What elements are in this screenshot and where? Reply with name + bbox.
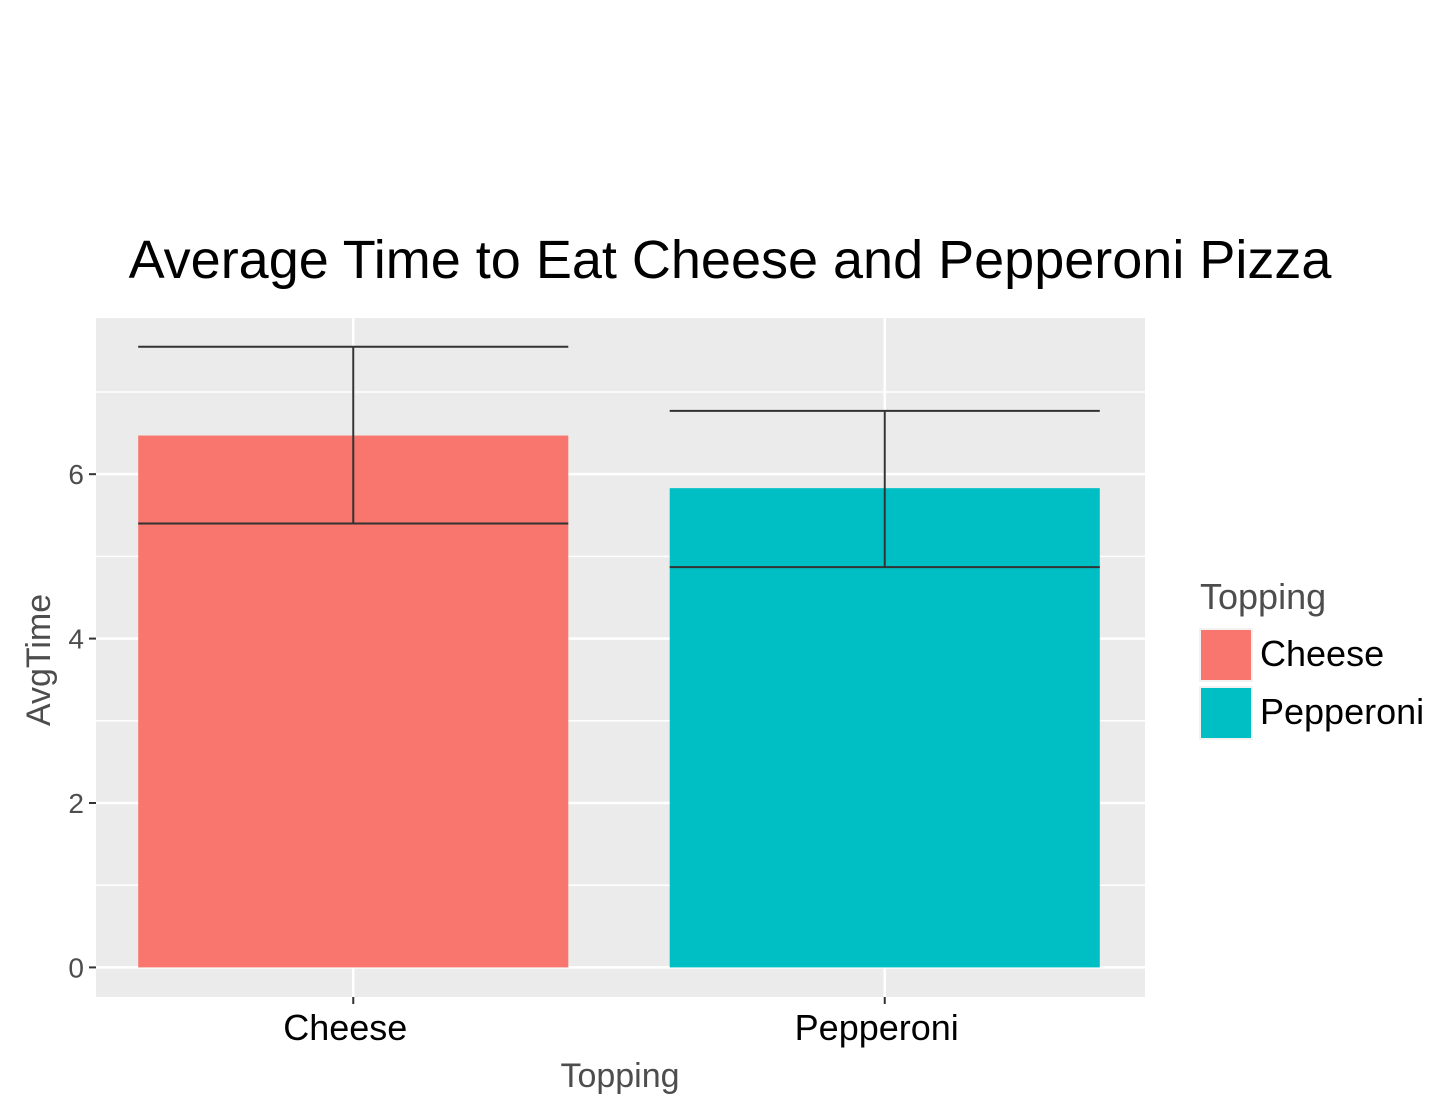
y-tick-label: 2 [68,788,84,819]
y-axis-title: AvgTime [20,594,58,726]
error-bar-pepperoni [669,409,1100,569]
legend-item-cheese: Cheese [1199,628,1384,682]
x-tick-label: Pepperoni [795,1007,959,1048]
legend-title: Topping [1200,576,1326,617]
x-axis: Cheese Pepperoni [283,997,959,1048]
x-axis-title: Topping [560,1057,679,1095]
y-tick-label: 4 [68,624,84,655]
y-axis: 0 2 4 6 [68,459,96,983]
x-tick-label: Cheese [283,1007,407,1048]
y-tick-label: 6 [68,459,84,490]
error-bar-cheese [138,345,569,525]
legend-item-pepperoni: Pepperoni [1199,686,1424,740]
legend-label: Pepperoni [1260,691,1424,732]
legend-swatch [1201,688,1251,738]
y-tick-label: 0 [68,952,84,983]
legend: Topping Cheese Pepperoni [1199,576,1424,740]
legend-label: Cheese [1260,633,1384,674]
chart-title: Average Time to Eat Cheese and Pepperoni… [129,230,1333,290]
error-bars-layer [138,345,1100,569]
legend-swatch [1201,630,1251,680]
